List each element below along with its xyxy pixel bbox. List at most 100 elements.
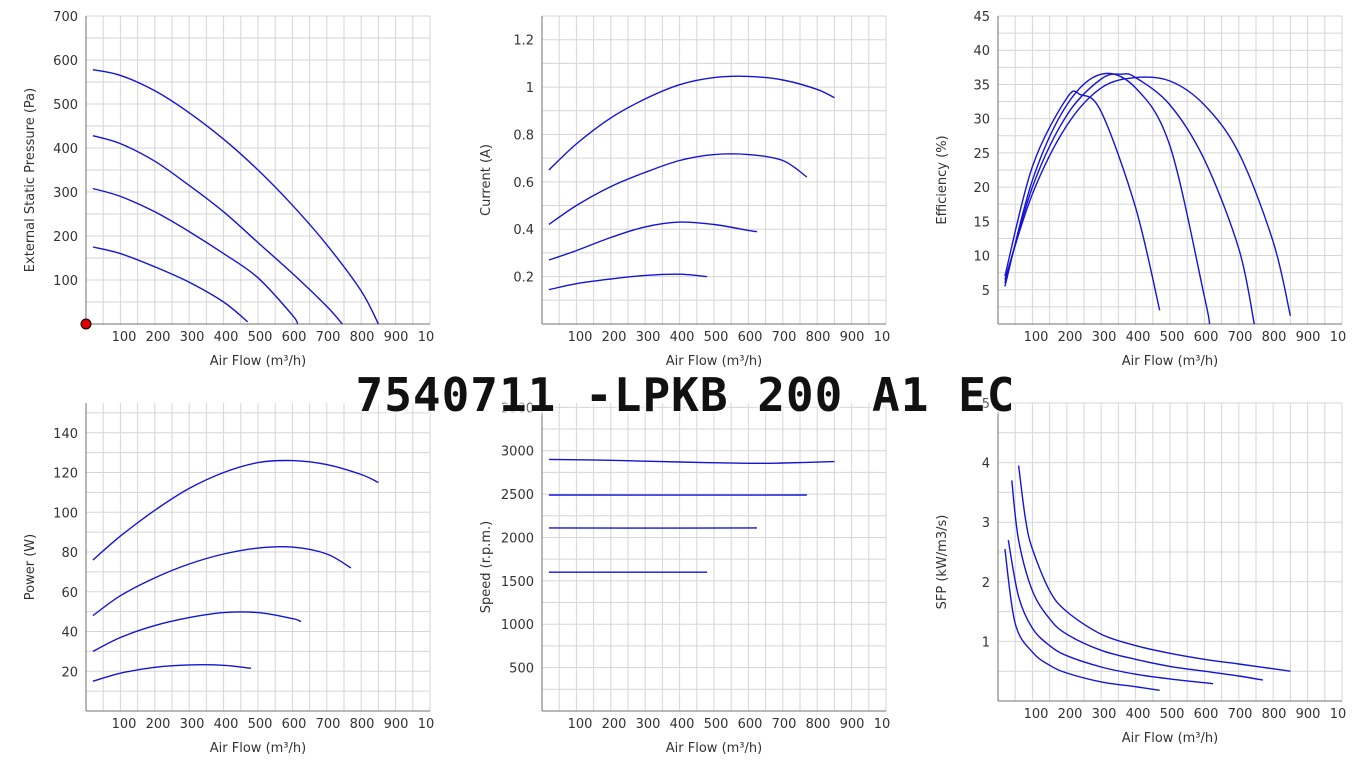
series-line-1 bbox=[92, 69, 380, 324]
x-axis-label: Air Flow (m³/h) bbox=[666, 354, 762, 369]
x-tick-label: 300 bbox=[180, 717, 205, 732]
x-tick-label: 900 bbox=[1296, 707, 1321, 722]
x-axis-label: Air Flow (m³/h) bbox=[1122, 731, 1218, 746]
y-tick-label: 3500 bbox=[501, 401, 534, 416]
x-tick-label: 400 bbox=[670, 330, 695, 345]
y-tick-label: 3000 bbox=[501, 445, 534, 460]
x-tick-label: 100 bbox=[1024, 707, 1049, 722]
y-tick-label: 140 bbox=[53, 427, 78, 442]
y-tick-label: 80 bbox=[61, 546, 78, 561]
y-tick-label: 15 bbox=[973, 215, 990, 230]
x-axis-label: Air Flow (m³/h) bbox=[666, 741, 762, 756]
x-tick-label: 300 bbox=[636, 717, 661, 732]
x-tick-label: 500 bbox=[704, 330, 729, 345]
y-tick-label: 500 bbox=[53, 98, 78, 113]
x-tick-label: 600 bbox=[282, 330, 307, 345]
y-tick-label: 25 bbox=[973, 147, 990, 162]
y-tick-label: 40 bbox=[61, 626, 78, 641]
x-tick-label: 200 bbox=[602, 717, 627, 732]
x-tick-label: 300 bbox=[180, 330, 205, 345]
x-tick-label: 10 bbox=[874, 717, 891, 732]
y-tick-label: 2000 bbox=[501, 531, 534, 546]
x-tick-label: 200 bbox=[602, 330, 627, 345]
y-tick-label: 400 bbox=[53, 142, 78, 157]
x-tick-label: 900 bbox=[840, 330, 865, 345]
x-tick-label: 600 bbox=[282, 717, 307, 732]
x-axis-label: Air Flow (m³/h) bbox=[210, 354, 306, 369]
chart-power: 100 200 300 400 500 600 700 800 900 10 20 40 60 80 100… bbox=[23, 403, 434, 756]
y-tick-label: 30 bbox=[973, 113, 990, 128]
x-tick-label: 200 bbox=[146, 330, 171, 345]
x-tick-label: 700 bbox=[316, 717, 341, 732]
chart-efficiency: 100 200 300 400 500 600 700 800 900 10 5 10 15 20 25 30… bbox=[935, 10, 1346, 369]
y-tick-label: 5 bbox=[982, 284, 990, 299]
y-tick-label: 2 bbox=[982, 576, 990, 591]
x-tick-label: 800 bbox=[350, 717, 375, 732]
y-tick-label: 100 bbox=[53, 274, 78, 289]
x-tick-label: 700 bbox=[1228, 330, 1253, 345]
x-tick-label: 500 bbox=[1160, 707, 1185, 722]
x-axis-label: Air Flow (m³/h) bbox=[1122, 354, 1218, 369]
y-axis-label: SFP (kW/m3/s) bbox=[935, 515, 950, 610]
y-tick-label: 45 bbox=[973, 10, 990, 25]
x-tick-label: 500 bbox=[1160, 330, 1185, 345]
y-tick-label: 4 bbox=[982, 457, 990, 472]
x-tick-label: 600 bbox=[738, 717, 763, 732]
x-tick-label: 500 bbox=[248, 330, 273, 345]
x-tick-label: 700 bbox=[1228, 707, 1253, 722]
y-tick-label: 40 bbox=[973, 44, 990, 59]
y-tick-label: 0.6 bbox=[513, 176, 534, 191]
x-tick-label: 600 bbox=[1194, 330, 1219, 345]
series-line-2 bbox=[92, 135, 343, 324]
series-line-4 bbox=[1004, 90, 1161, 311]
x-tick-label: 800 bbox=[1262, 330, 1287, 345]
x-tick-label: 800 bbox=[806, 717, 831, 732]
x-tick-label: 100 bbox=[568, 717, 593, 732]
x-tick-label: 200 bbox=[1058, 330, 1083, 345]
y-axis-label: Speed (r.p.m.) bbox=[479, 521, 494, 614]
y-axis-label: Efficiency (%) bbox=[935, 135, 950, 224]
series-line-1 bbox=[92, 459, 379, 561]
x-tick-label: 10 bbox=[1330, 330, 1347, 345]
x-tick-label: 100 bbox=[112, 330, 137, 345]
x-tick-label: 100 bbox=[112, 717, 137, 732]
y-tick-label: 1 bbox=[526, 81, 534, 96]
x-tick-label: 400 bbox=[1126, 330, 1151, 345]
x-tick-label: 500 bbox=[704, 717, 729, 732]
operating-point-marker bbox=[80, 318, 92, 330]
chart-speed: 100 200 300 400 500 600 700 800 900 10 500 1000 1500… bbox=[479, 401, 890, 756]
x-tick-label: 300 bbox=[1092, 707, 1117, 722]
chart-sfp: 100 200 300 400 500 600 700 800 900 10 1 2 3 4 5 Air Fl… bbox=[935, 397, 1346, 746]
y-tick-label: 10 bbox=[973, 250, 990, 265]
series-line-2 bbox=[1004, 73, 1255, 324]
y-tick-label: 20 bbox=[61, 665, 78, 680]
y-tick-label: 35 bbox=[973, 78, 990, 93]
x-tick-label: 600 bbox=[738, 330, 763, 345]
y-tick-label: 100 bbox=[53, 506, 78, 521]
chart-pressure: 100 200 300 400 500 600 700 800 900 10 100 200 300 40… bbox=[23, 10, 434, 369]
x-tick-label: 800 bbox=[350, 330, 375, 345]
x-tick-label: 200 bbox=[146, 717, 171, 732]
x-tick-label: 800 bbox=[806, 330, 831, 345]
y-tick-label: 20 bbox=[973, 181, 990, 196]
y-tick-label: 300 bbox=[53, 186, 78, 201]
x-tick-label: 10 bbox=[418, 330, 435, 345]
y-tick-label: 120 bbox=[53, 467, 78, 482]
x-tick-label: 600 bbox=[1194, 707, 1219, 722]
x-tick-label: 10 bbox=[874, 330, 891, 345]
series-line-2 bbox=[92, 545, 352, 617]
x-tick-label: 700 bbox=[772, 330, 797, 345]
x-tick-label: 800 bbox=[1262, 707, 1287, 722]
y-tick-label: 60 bbox=[61, 586, 78, 601]
series-line-3 bbox=[92, 611, 302, 653]
y-tick-label: 0.8 bbox=[513, 128, 534, 143]
y-tick-label: 500 bbox=[509, 662, 534, 677]
x-tick-label: 900 bbox=[384, 330, 409, 345]
x-tick-label: 900 bbox=[840, 717, 865, 732]
series-line-1 bbox=[548, 75, 835, 171]
y-tick-label: 1 bbox=[982, 635, 990, 650]
x-tick-label: 500 bbox=[248, 717, 273, 732]
x-tick-label: 300 bbox=[636, 330, 661, 345]
y-tick-label: 1.2 bbox=[513, 34, 534, 49]
